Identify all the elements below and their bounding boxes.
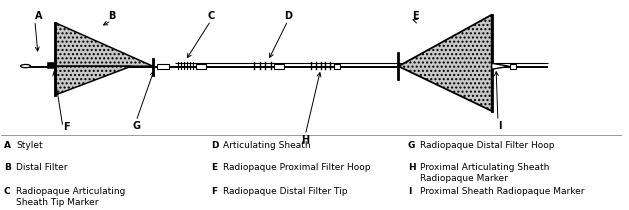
Circle shape: [21, 64, 31, 68]
Bar: [196, 64, 206, 69]
Text: Proximal Sheath Radiopaque Marker: Proximal Sheath Radiopaque Marker: [420, 187, 585, 196]
Bar: [47, 62, 54, 68]
Polygon shape: [399, 15, 492, 111]
Text: G: G: [408, 141, 415, 150]
Text: Radiopaque Articulating
Sheath Tip Marker: Radiopaque Articulating Sheath Tip Marke…: [16, 187, 126, 207]
Text: Proximal Articulating Sheath
Radiopaque Marker: Proximal Articulating Sheath Radiopaque …: [420, 163, 550, 182]
Text: B: B: [4, 163, 11, 172]
Text: Radiopaque Distal Filter Hoop: Radiopaque Distal Filter Hoop: [420, 141, 555, 150]
Polygon shape: [492, 63, 509, 69]
Text: F: F: [63, 122, 69, 132]
Bar: [334, 64, 340, 69]
Text: F: F: [211, 187, 217, 196]
Text: Radiopaque Distal Filter Tip: Radiopaque Distal Filter Tip: [223, 187, 348, 196]
Bar: [274, 64, 284, 69]
Bar: [157, 64, 169, 69]
Text: Radiopaque Proximal Filter Hoop: Radiopaque Proximal Filter Hoop: [223, 163, 370, 172]
Text: I: I: [408, 187, 411, 196]
Text: A: A: [4, 141, 11, 150]
Text: Distal Filter: Distal Filter: [16, 163, 68, 172]
Polygon shape: [55, 23, 153, 66]
Text: I: I: [498, 121, 501, 131]
Text: C: C: [207, 11, 214, 21]
Text: Articulating Sheath: Articulating Sheath: [223, 141, 311, 150]
Bar: [509, 64, 516, 69]
Text: H: H: [301, 135, 309, 145]
Text: H: H: [408, 163, 415, 172]
Text: Stylet: Stylet: [16, 141, 43, 150]
Text: D: D: [211, 141, 218, 150]
Text: B: B: [108, 11, 115, 21]
Text: E: E: [211, 163, 217, 172]
Text: A: A: [35, 11, 42, 21]
Text: D: D: [284, 11, 292, 21]
Text: G: G: [132, 121, 140, 131]
Text: E: E: [413, 11, 419, 21]
Text: C: C: [4, 187, 11, 196]
Polygon shape: [55, 66, 131, 95]
